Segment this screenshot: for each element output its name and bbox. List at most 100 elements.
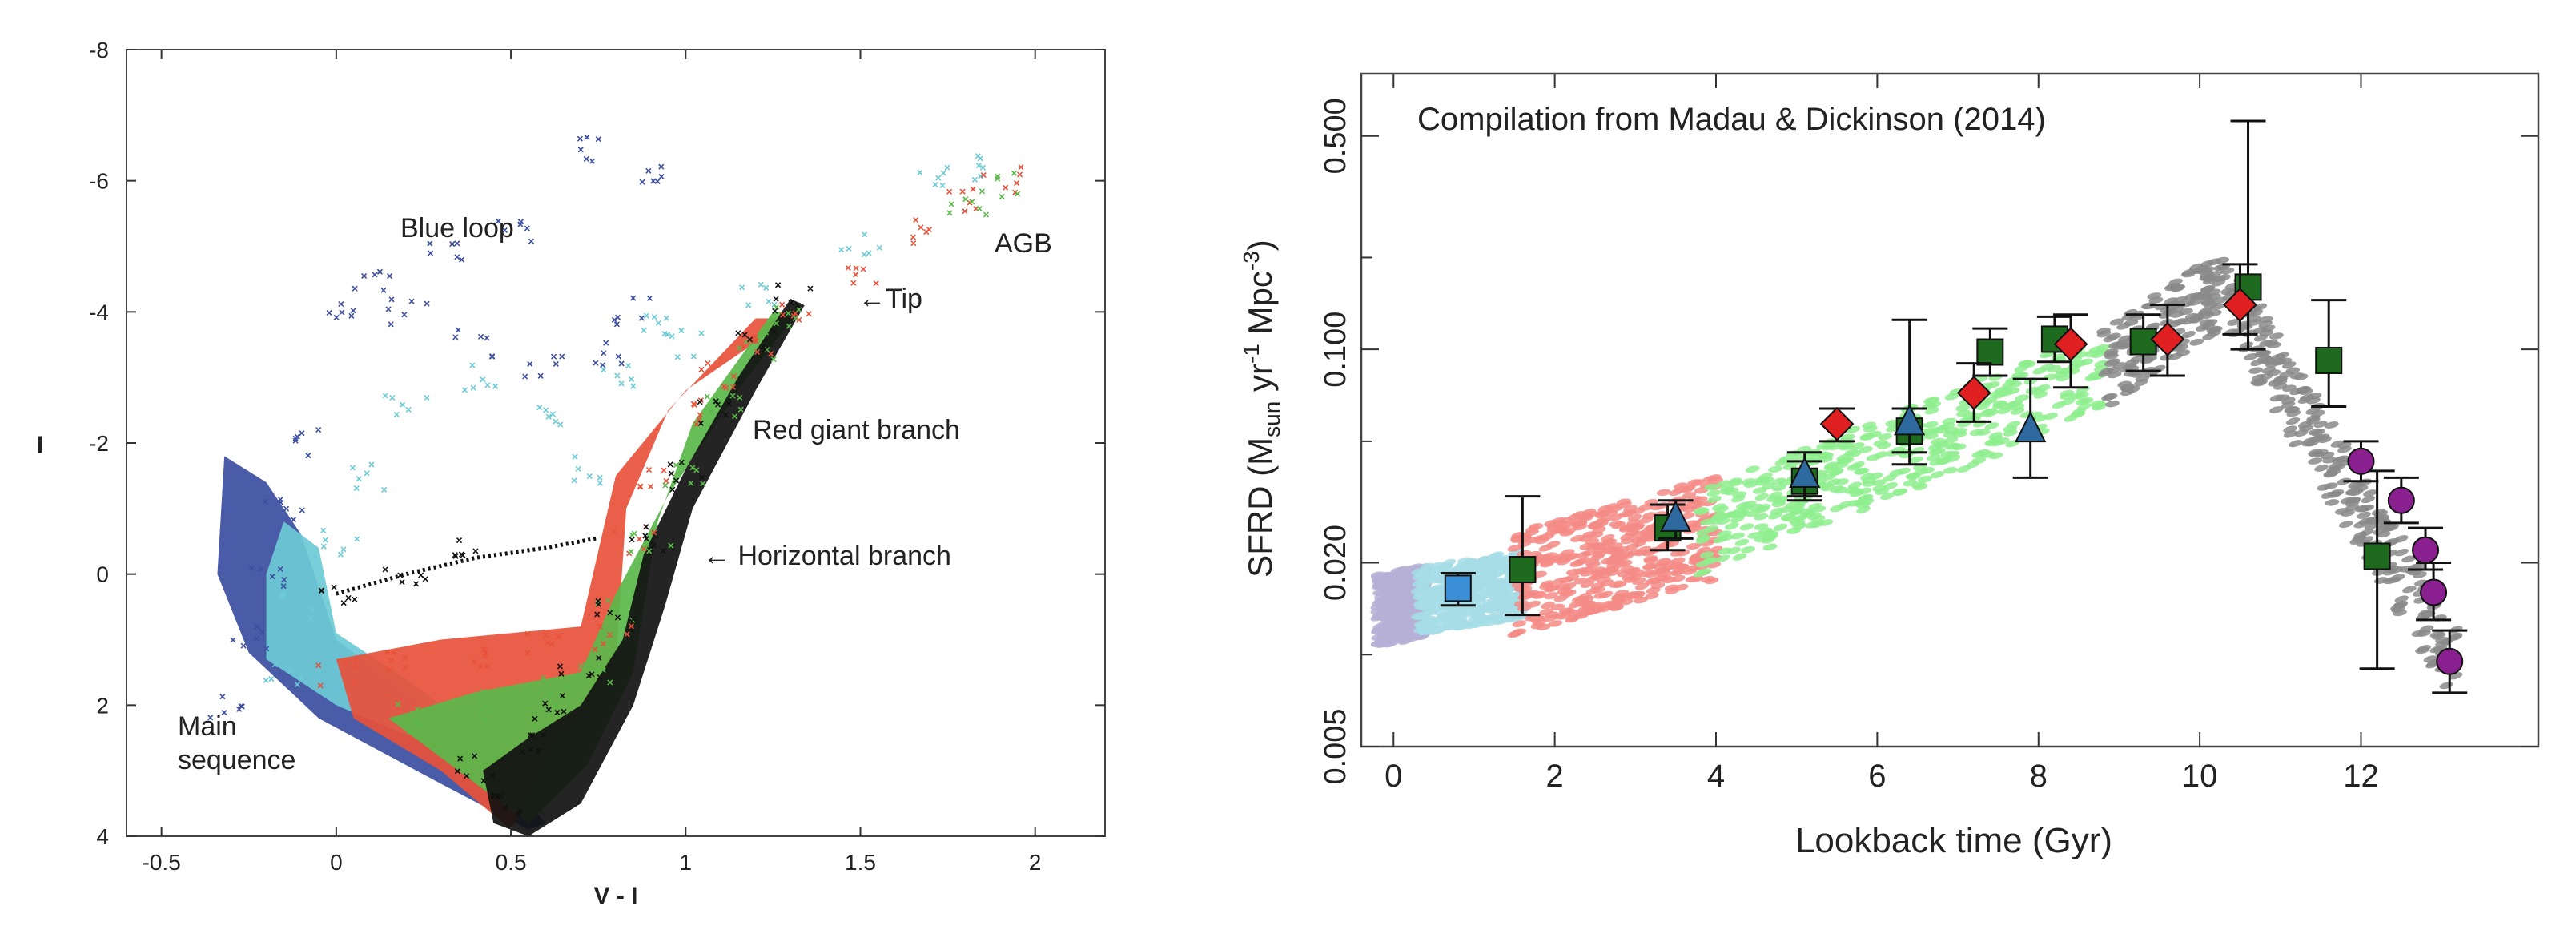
cmd-star-marker — [472, 753, 478, 759]
cmd-star-marker — [838, 247, 845, 253]
cmd-star-marker — [354, 536, 360, 542]
cmd-star-marker — [691, 402, 697, 409]
cmd-star-marker — [601, 350, 607, 356]
cmd-star-marker — [861, 252, 867, 258]
cmd-star-marker — [393, 411, 400, 418]
cmd-y-tick-label: -6 — [89, 169, 109, 194]
cmd-star-marker — [614, 372, 621, 379]
cmd-star-marker — [452, 334, 459, 340]
cmd-star-marker — [760, 344, 766, 350]
sfrd-y-tick-label: 0.020 — [1319, 525, 1352, 601]
cmd-star-marker — [696, 417, 702, 423]
cmd-star-marker — [698, 330, 705, 336]
cmd-star-marker — [338, 300, 344, 308]
cmd-star-marker — [795, 306, 802, 312]
sfrd-ylabel-part: SFRD (M — [1241, 437, 1279, 578]
cmd-star-marker — [317, 682, 324, 689]
cmd-star-marker — [481, 653, 488, 659]
cmd-star-marker — [572, 453, 578, 460]
cmd-x-tick-labels: -0.5 0 0.5 1 1.5 2 — [143, 850, 1042, 875]
cmd-star-marker — [853, 265, 859, 272]
sfrd-panel: 0.005 0.020 0.100 0.500 0 2 4 6 8 10 12 Compilati… — [1239, 72, 2540, 860]
cmd-star-marker — [559, 693, 565, 699]
cmd-star-marker — [779, 301, 786, 308]
sfh-band — [2096, 256, 2463, 690]
cmd-star-marker — [517, 221, 524, 227]
cmd-star-marker — [645, 167, 652, 174]
cmd-star-marker — [673, 462, 679, 469]
sfrd-point-square — [1972, 327, 2008, 377]
sfrd-ylabel-sup: -3 — [1239, 251, 1264, 271]
cmd-y-tick-label: -8 — [89, 38, 109, 62]
cmd-star-marker — [628, 623, 634, 630]
cmd-star-marker — [624, 631, 630, 638]
cmd-star-marker — [595, 136, 601, 143]
cmd-star-marker — [1018, 164, 1024, 171]
cmd-star-marker — [641, 545, 647, 552]
sfrd-sfh-bands — [1370, 256, 2463, 690]
cmd-y-tick-labels: -8 -6 -4 -2 0 2 4 — [89, 38, 109, 849]
annotation-blue-loop: Blue loop — [400, 213, 514, 244]
cmd-star-marker — [663, 315, 669, 321]
cmd-star-marker — [519, 749, 526, 755]
cmd-star-marker — [489, 353, 496, 360]
cmd-star-marker — [495, 218, 501, 224]
cmd-y-tick-label: -2 — [89, 431, 109, 456]
cmd-star-marker — [406, 728, 412, 735]
cmd-star-marker — [524, 650, 531, 656]
cmd-star-marker — [395, 701, 401, 707]
cmd-star-marker — [577, 135, 583, 142]
cmd-star-marker — [689, 465, 696, 471]
cmd-star-marker — [845, 264, 851, 271]
cmd-star-marker — [704, 393, 710, 400]
cmd-star-marker — [281, 577, 287, 583]
cmd-star-marker — [254, 623, 260, 630]
cmd-star-marker — [614, 314, 621, 320]
cmd-star-marker — [766, 298, 772, 304]
cmd-star-marker — [352, 662, 359, 669]
cmd-star-marker — [501, 227, 508, 233]
cmd-star-marker — [638, 315, 645, 321]
cmd-star-marker — [610, 529, 617, 535]
sfrd-x-tick-label: 0 — [1384, 759, 1402, 794]
cmd-star-marker — [549, 411, 556, 417]
cmd-star-marker — [668, 542, 674, 549]
cmd-star-marker — [402, 654, 408, 661]
cmd-star-marker — [454, 240, 460, 247]
horizontal-branch-streak — [336, 536, 599, 596]
cmd-star-marker — [743, 339, 750, 345]
cmd-star-marker — [586, 473, 593, 480]
cmd-star-marker — [535, 747, 541, 754]
cmd-star-marker — [305, 453, 311, 459]
sfrd-point-square — [2125, 313, 2161, 372]
sfrd-point-square — [1505, 495, 1541, 617]
cmd-star-marker — [758, 281, 764, 288]
cmd-star-marker — [866, 250, 872, 256]
cmd-star-marker — [399, 578, 405, 586]
cmd-star-marker — [392, 716, 399, 723]
cmd-star-marker — [764, 347, 770, 353]
cmd-star-marker — [642, 533, 649, 539]
region-green — [388, 312, 798, 823]
cmd-star-marker — [690, 353, 697, 360]
cmd-star-marker — [723, 384, 729, 391]
cmd-star-marker — [584, 134, 590, 140]
sfrd-x-tick-label: 4 — [1707, 759, 1725, 794]
cmd-star-marker — [630, 295, 637, 301]
sfrd-ticks — [1361, 74, 2538, 747]
cmd-star-marker — [773, 304, 779, 311]
cmd-star-marker — [983, 211, 989, 218]
sfrd-x-tick-labels: 0 2 4 6 8 10 12 — [1384, 759, 2379, 794]
sfrd-x-tick-label: 6 — [1868, 759, 1886, 794]
cmd-star-marker — [522, 373, 528, 380]
cmd-y-axis-label: I — [37, 432, 43, 458]
cmd-star-marker — [705, 360, 711, 367]
cmd-star-marker — [352, 656, 359, 662]
cmd-star-marker — [352, 596, 358, 602]
cmd-star-marker — [240, 642, 247, 649]
cmd-star-marker — [639, 179, 645, 185]
cmd-star-marker — [959, 188, 966, 195]
cmd-star-marker — [480, 689, 487, 695]
cmd-star-marker — [449, 240, 456, 248]
cmd-star-marker — [940, 170, 946, 176]
